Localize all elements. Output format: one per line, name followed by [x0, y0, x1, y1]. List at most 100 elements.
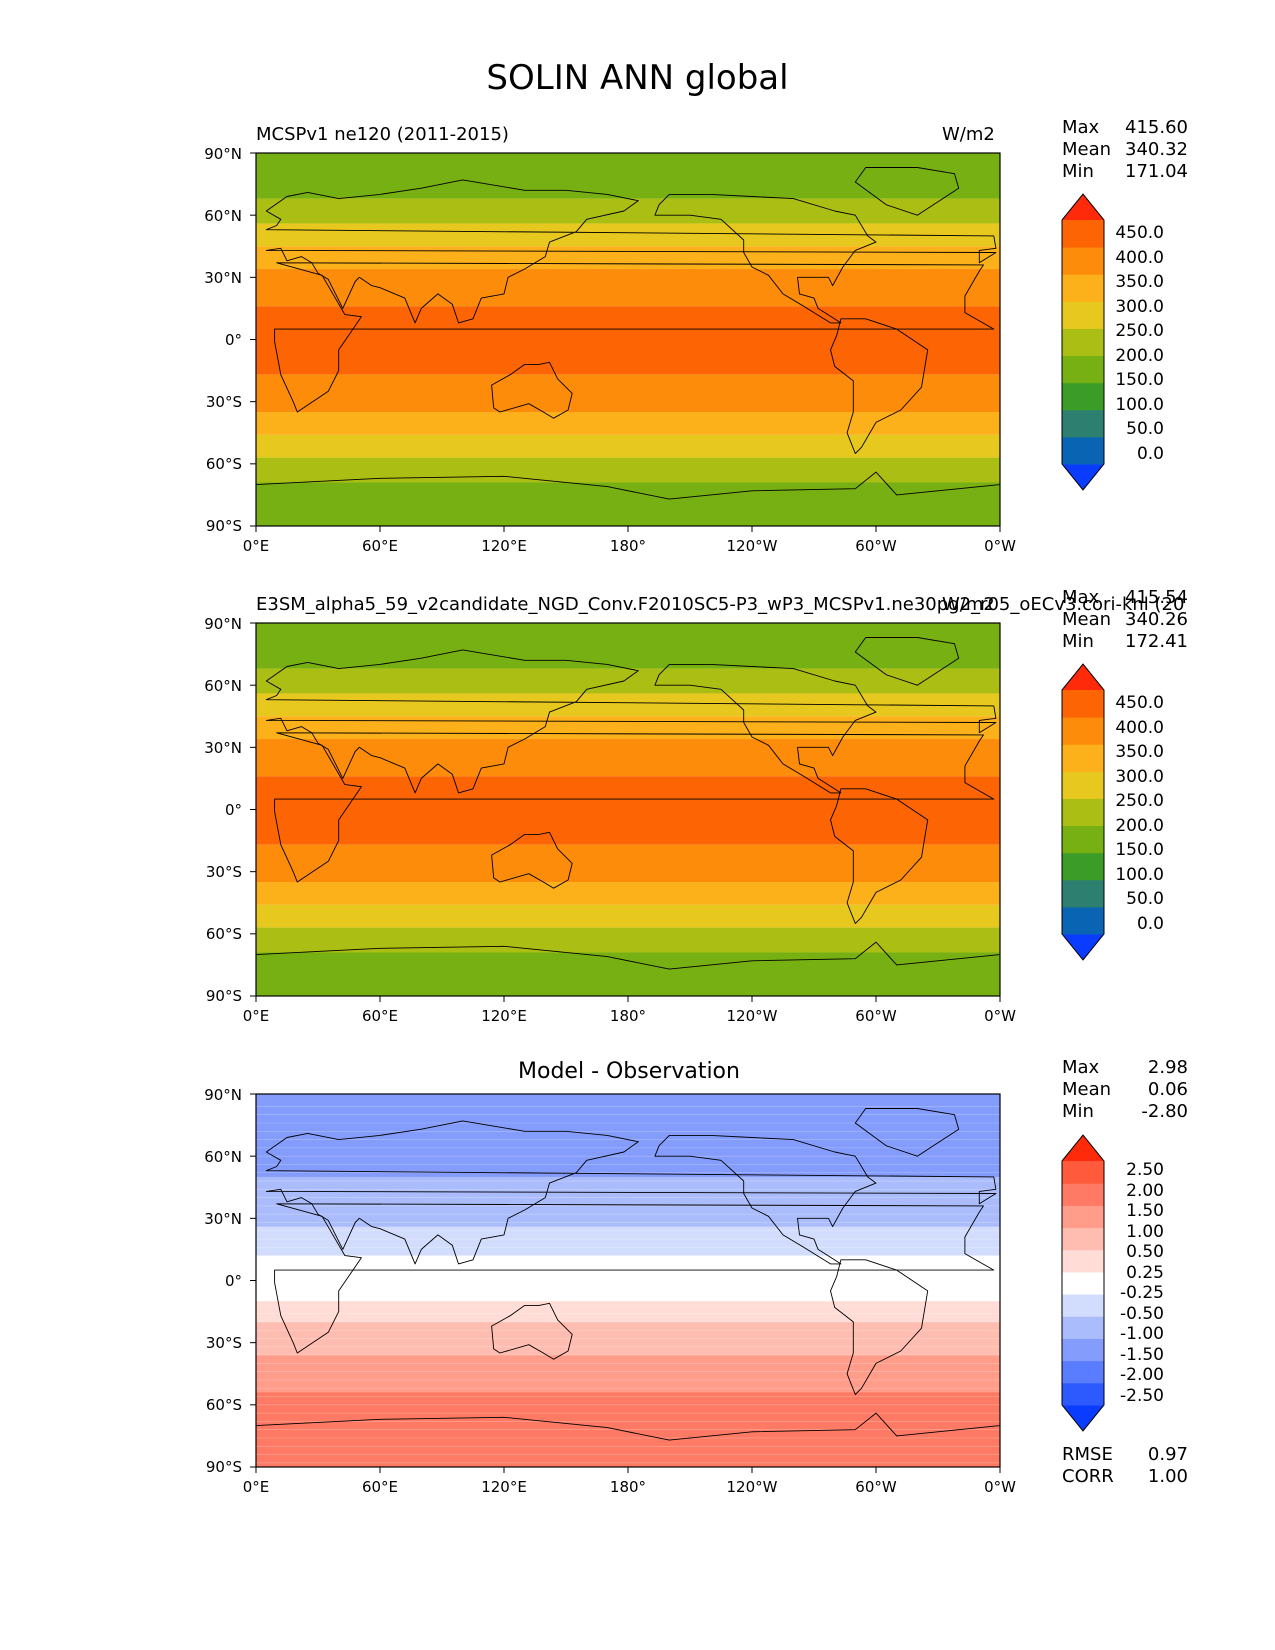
panel-3-colorbar-label: 2.50: [1126, 1160, 1164, 1180]
panel-3-band: [256, 1400, 1000, 1406]
panel-3-ytick: 30°S: [205, 1334, 242, 1352]
panel-3-xtick: 120°W: [726, 1478, 778, 1496]
panel-3-band: [256, 1421, 1000, 1427]
panel-2-min: 172.41: [1125, 631, 1188, 652]
panel-3-band: [256, 1330, 1000, 1335]
panel-3-colorbar-label: -2.00: [1120, 1365, 1164, 1385]
panel-3-band: [256, 1127, 1000, 1132]
panel-3-band: [256, 1272, 1000, 1277]
panel-1-colorbar-segment: [1062, 382, 1104, 411]
panel-2-ytick: 60°N: [204, 677, 242, 695]
panel-3-band: [256, 1317, 1000, 1323]
panel-3-colorbar: [1061, 1134, 1105, 1432]
panel-1-xtick: 0°W: [984, 537, 1016, 555]
panel-2-field: [256, 623, 1000, 996]
panel-3-band: [256, 1102, 1000, 1107]
panel-3-band: [256, 1210, 1000, 1215]
panel-3-colorbar-label: -1.00: [1120, 1324, 1164, 1344]
panel-3-xtick: 0°E: [242, 1478, 270, 1496]
panel-1-coastline: [265, 179, 997, 324]
panel-1-map: [250, 152, 1001, 532]
panel-3-colorbar-label: 2.00: [1126, 1181, 1164, 1201]
panel-3-band: [256, 1363, 1000, 1369]
panel-1-band: [256, 153, 1000, 199]
panel-3-band: [256, 1359, 1000, 1364]
panel-3-band: [256, 1309, 1000, 1315]
panel-2-colorbar-segment: [1062, 717, 1104, 745]
panel-3-colorbar-label: -2.50: [1120, 1386, 1164, 1406]
panel-2-xtick: 60°E: [361, 1007, 399, 1025]
panel-1-coastline: [274, 262, 995, 413]
panel-2-colorbar-extend-high: [1062, 664, 1104, 690]
panel-3-band: [256, 1152, 1000, 1157]
panel-2-stats: Max 415.54 Mean 340.26 Min 172.41: [1062, 587, 1188, 652]
panel-1-colorbar-segment: [1062, 328, 1104, 357]
panel-3-band: [256, 1396, 1000, 1402]
panel-1-colorbar-segment: [1062, 301, 1104, 329]
panel-1-colorbar-label: 150.0: [1115, 370, 1164, 390]
panel-1-colorbar-segment: [1062, 355, 1104, 384]
panel-1-ytick: 30°S: [205, 393, 242, 411]
panel-1-colorbar-label: 50.0: [1126, 419, 1164, 439]
panel-3-band: [256, 1321, 1000, 1327]
panel-3-field: [256, 1094, 1000, 1467]
corr-label: CORR: [1062, 1466, 1114, 1487]
panel-1-colorbar-segment: [1062, 436, 1104, 465]
panel-3-colorbar-outline: [1061, 1134, 1105, 1432]
panel-3-band: [256, 1338, 1000, 1344]
panel-3-band: [256, 1284, 1000, 1290]
panel-3-coastline: [830, 1259, 929, 1395]
panel-3-band: [256, 1189, 1000, 1194]
panel-3-colorbar-segment: [1062, 1271, 1104, 1295]
panel-2-xtick: 0°W: [984, 1007, 1016, 1025]
panel-3-stats: Max 2.98 Mean 0.06 Min -2.80: [1062, 1057, 1188, 1122]
panel-3-band: [256, 1255, 1000, 1261]
panel-1-colorbar-outline: [1061, 193, 1105, 491]
panel-3-band: [256, 1371, 1000, 1377]
panel-2-colorbar-label: 100.0: [1115, 865, 1164, 885]
panel-3-band: [256, 1251, 1000, 1257]
panel-3-band: [256, 1375, 1000, 1381]
panel-3-xtick: 0°W: [984, 1478, 1016, 1496]
panel-3-band: [256, 1135, 1000, 1141]
panel-2-coastline: [654, 663, 877, 794]
panel-3-band: [256, 1110, 1000, 1116]
panel-1-ytick: 0°: [224, 331, 242, 349]
panel-3-colorbar-extend-high: [1062, 1135, 1104, 1161]
panel-2-ytick: 60°S: [205, 925, 242, 943]
panel-3-colorbar-segment: [1062, 1360, 1104, 1384]
panel-3-ytick: 0°: [224, 1272, 242, 1290]
panel-1-colorbar-label: 100.0: [1115, 395, 1164, 415]
panel-1-mean: 340.32: [1125, 139, 1188, 160]
panel-3-band: [256, 1346, 1000, 1352]
panel-1-min: 171.04: [1125, 161, 1188, 182]
panel-3-ytick: 90°N: [204, 1086, 242, 1104]
panel-2-colorbar-segment: [1062, 771, 1104, 799]
panel-3-max: 2.98: [1147, 1057, 1188, 1078]
panel-3-band: [256, 1263, 1000, 1269]
panel-2-band: [256, 716, 1000, 740]
panel-1-colorbar-label: 350.0: [1115, 272, 1164, 292]
figure-title: SOLIN ANN global: [486, 58, 789, 98]
panel-3-band: [256, 1181, 1000, 1186]
panel-1-band: [256, 223, 1000, 247]
panel-3-band: [256, 1222, 1000, 1228]
panel-3-band: [256, 1446, 1000, 1451]
panel-3-band: [256, 1301, 1000, 1306]
panel-3-band: [256, 1143, 1000, 1149]
panel-2-band: [256, 844, 1000, 883]
panel-3-band: [256, 1413, 1000, 1418]
panel-3-coastline: [491, 1302, 573, 1360]
panel-3-band: [256, 1118, 1000, 1124]
panel-3-colorbar-segment: [1062, 1316, 1104, 1339]
panel-3-colorbar-extend-low: [1062, 1405, 1104, 1431]
panel-3-colorbar-label: 0.50: [1126, 1242, 1164, 1262]
panel-3-band: [256, 1454, 1000, 1460]
panel-1-colorbar-segment: [1062, 247, 1104, 275]
panel-1-colorbar-segment: [1062, 220, 1104, 248]
panel-3-ytick: 60°N: [204, 1148, 242, 1166]
panel-3-band: [256, 1172, 1000, 1178]
panel-3-band: [256, 1139, 1000, 1145]
panel-3-band: [256, 1355, 1000, 1360]
panel-3-colorbar-segment: [1062, 1227, 1104, 1251]
